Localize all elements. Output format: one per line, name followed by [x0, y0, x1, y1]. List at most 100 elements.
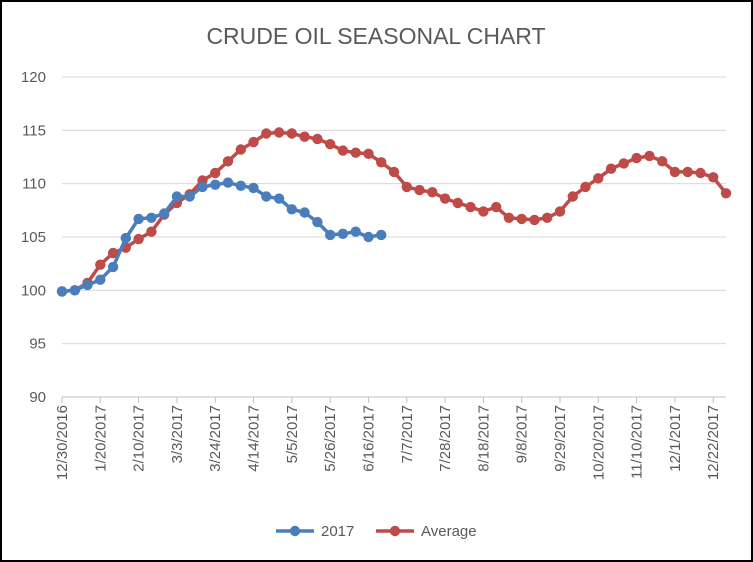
- data-point-average: [708, 172, 719, 183]
- data-point-2017: [184, 191, 195, 202]
- data-point-average: [427, 187, 438, 198]
- data-point-2017: [337, 228, 349, 239]
- x-axis: 12/30/2016 1/20/2017 2/10/2017 3/3/2017 3/24…: [54, 396, 726, 480]
- data-point-average: [261, 128, 272, 139]
- data-point-average: [133, 233, 144, 245]
- chart-title: CRUDE OIL SEASONAL CHART: [206, 23, 545, 49]
- data-point-average: [363, 148, 374, 159]
- data-point-2017: [197, 181, 208, 193]
- y-tick-label: 90: [29, 389, 46, 406]
- gridlines: [62, 76, 726, 345]
- data-point-average: [580, 181, 591, 193]
- data-point-average: [337, 145, 349, 156]
- legend-label: 2017: [321, 523, 354, 540]
- data-point-average: [273, 127, 285, 138]
- data-point-2017: [261, 191, 272, 202]
- data-point-2017: [159, 208, 170, 219]
- x-tick-label: 4/14/2017: [246, 405, 263, 472]
- data-point-average: [325, 139, 336, 150]
- data-point-2017: [248, 182, 259, 194]
- data-point-average: [107, 247, 119, 259]
- y-tick-label: 105: [21, 229, 46, 246]
- x-tick-label: 7/7/2017: [399, 405, 416, 463]
- data-point-2017: [286, 204, 297, 215]
- data-point-2017: [235, 180, 246, 191]
- legend-label: Average: [421, 523, 477, 540]
- y-tick-label: 120: [21, 69, 46, 86]
- x-tick-label: 12/1/2017: [667, 405, 684, 472]
- legend: 2017 Average: [276, 523, 477, 540]
- x-tick-label: 3/24/2017: [207, 405, 224, 472]
- data-point-average: [669, 166, 681, 178]
- data-point-2017: [133, 213, 144, 225]
- data-point-average: [210, 167, 221, 179]
- data-point-average: [235, 144, 246, 155]
- data-point-2017: [350, 226, 361, 237]
- x-tick-label: 8/18/2017: [475, 405, 492, 472]
- data-point-2017: [95, 274, 106, 285]
- data-point-average: [593, 173, 604, 184]
- data-point-2017: [273, 193, 285, 204]
- data-point-2017: [299, 207, 310, 218]
- data-point-average: [644, 150, 655, 162]
- data-point-2017: [120, 232, 131, 244]
- data-point-2017: [69, 285, 81, 296]
- data-point-average: [618, 158, 629, 169]
- x-tick-label: 11/10/2017: [629, 405, 646, 479]
- x-tick-label: 12/30/2016: [54, 405, 71, 480]
- data-point-2017: [82, 279, 93, 291]
- x-tick-label: 5/26/2017: [322, 405, 339, 472]
- data-point-average: [503, 212, 515, 223]
- data-point-average: [720, 188, 732, 199]
- x-tick-label: 9/8/2017: [514, 405, 531, 463]
- data-point-2017: [312, 216, 323, 228]
- data-point-average: [465, 201, 476, 213]
- data-point-average: [286, 128, 297, 139]
- data-point-average: [529, 214, 540, 226]
- x-tick-label: 7/28/2017: [437, 405, 454, 472]
- x-tick-label: 6/16/2017: [360, 405, 377, 472]
- x-tick-label: 10/20/2017: [590, 405, 607, 480]
- data-point-2017: [56, 286, 68, 297]
- legend-swatch-marker: [389, 525, 401, 537]
- data-point-average: [414, 184, 425, 196]
- x-tick-label: 9/29/2017: [552, 405, 569, 472]
- data-point-average: [516, 213, 527, 225]
- y-axis: 90 95 100 105 110 115 120: [21, 69, 46, 406]
- data-point-average: [299, 131, 310, 142]
- y-tick-label: 100: [21, 282, 46, 299]
- data-point-2017: [325, 229, 336, 241]
- legend-swatch-marker: [289, 525, 301, 537]
- data-point-2017: [222, 177, 234, 188]
- data-point-average: [376, 157, 387, 168]
- data-point-average: [631, 152, 642, 164]
- data-point-average: [567, 191, 578, 202]
- data-point-average: [452, 197, 463, 209]
- data-point-average: [491, 201, 502, 213]
- y-tick-label: 115: [22, 122, 46, 139]
- data-point-average: [695, 167, 706, 179]
- x-tick-label: 2/10/2017: [131, 405, 148, 472]
- data-point-average: [350, 147, 361, 158]
- y-tick-label: 95: [29, 336, 46, 353]
- data-point-average: [478, 206, 489, 217]
- data-point-average: [542, 212, 553, 223]
- data-point-average: [439, 193, 451, 204]
- x-tick-label: 1/20/2017: [92, 405, 109, 472]
- data-point-average: [388, 166, 400, 178]
- data-point-2017: [363, 231, 374, 243]
- data-point-average: [95, 259, 106, 270]
- data-point-2017: [171, 191, 183, 202]
- data-point-2017: [146, 212, 157, 223]
- data-point-average: [554, 206, 566, 217]
- data-point-2017: [376, 229, 387, 241]
- data-point-average: [605, 163, 617, 174]
- data-point-average: [657, 156, 668, 167]
- data-point-average: [682, 166, 693, 178]
- series-layer: [56, 127, 732, 297]
- x-tick-label: 3/3/2017: [169, 405, 186, 463]
- data-point-average: [248, 136, 259, 148]
- data-point-average: [401, 181, 412, 193]
